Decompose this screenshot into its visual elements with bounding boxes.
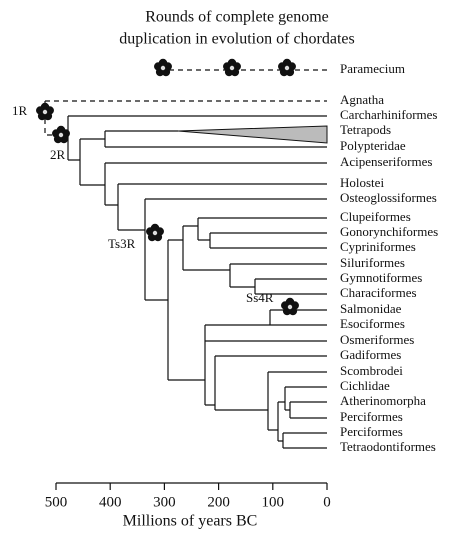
- title-line: Rounds of complete genome: [145, 9, 329, 26]
- event-label: Ss4R: [246, 290, 274, 305]
- tetrapod-wedge: [177, 125, 328, 144]
- taxon-label: Gadiformes: [340, 347, 401, 362]
- taxon-label: Salmonidae: [340, 301, 402, 316]
- axis-tick-label: 200: [207, 494, 230, 510]
- taxon-label: Atherinomorpha: [340, 393, 426, 408]
- taxon-label: Tetraodontiformes: [340, 439, 436, 454]
- taxon-label: Gymnotiformes: [340, 270, 422, 285]
- title-line: duplication in evolution of chordates: [119, 31, 355, 48]
- taxon-label: Clupeiformes: [340, 209, 411, 224]
- flower-center: [228, 65, 235, 72]
- taxon-label: Characiformes: [340, 285, 417, 300]
- taxon-label: Holostei: [340, 175, 384, 190]
- taxon-label: Cypriniformes: [340, 239, 416, 254]
- axis-tick-label: 100: [262, 494, 285, 510]
- axis-tick-label: 300: [153, 494, 176, 510]
- taxon-label: Acipenseriformes: [340, 154, 432, 169]
- taxon-label: Gonorynchiformes: [340, 224, 438, 239]
- axis-tick-label: 500: [45, 494, 68, 510]
- taxon-label: Osteoglossiformes: [340, 190, 437, 205]
- axis-label: Millions of years BC: [123, 513, 258, 530]
- flower-center: [286, 303, 293, 310]
- event-label: 1R: [12, 103, 28, 118]
- taxon-label: Esociformes: [340, 316, 405, 331]
- taxon-label: Polypteridae: [340, 138, 406, 153]
- flower-center: [42, 109, 49, 116]
- taxon-label: Siluriformes: [340, 255, 405, 270]
- taxon-label: Perciformes: [340, 409, 403, 424]
- taxon-label: Cichlidae: [340, 378, 390, 393]
- event-label: 2R: [50, 147, 66, 162]
- dashed-branches: [44, 69, 327, 136]
- axis-tick-label: 400: [99, 494, 122, 510]
- taxon-label: Agnatha: [340, 92, 384, 107]
- event-label: Ts3R: [108, 236, 136, 251]
- flower-center: [151, 229, 158, 236]
- taxon-label: Carcharhiniformes: [340, 107, 437, 122]
- flower-center: [159, 65, 166, 72]
- taxon-label: Osmeriformes: [340, 332, 414, 347]
- axis-tick-label: 0: [323, 494, 331, 510]
- flower-center: [283, 65, 290, 72]
- flower-center: [58, 131, 65, 138]
- tree-branches: [67, 115, 327, 449]
- taxon-label: Perciformes: [340, 424, 403, 439]
- taxon-label: Tetrapods: [340, 122, 391, 137]
- taxon-label: Paramecium: [340, 61, 405, 76]
- taxon-label: Scombrodei: [340, 363, 403, 378]
